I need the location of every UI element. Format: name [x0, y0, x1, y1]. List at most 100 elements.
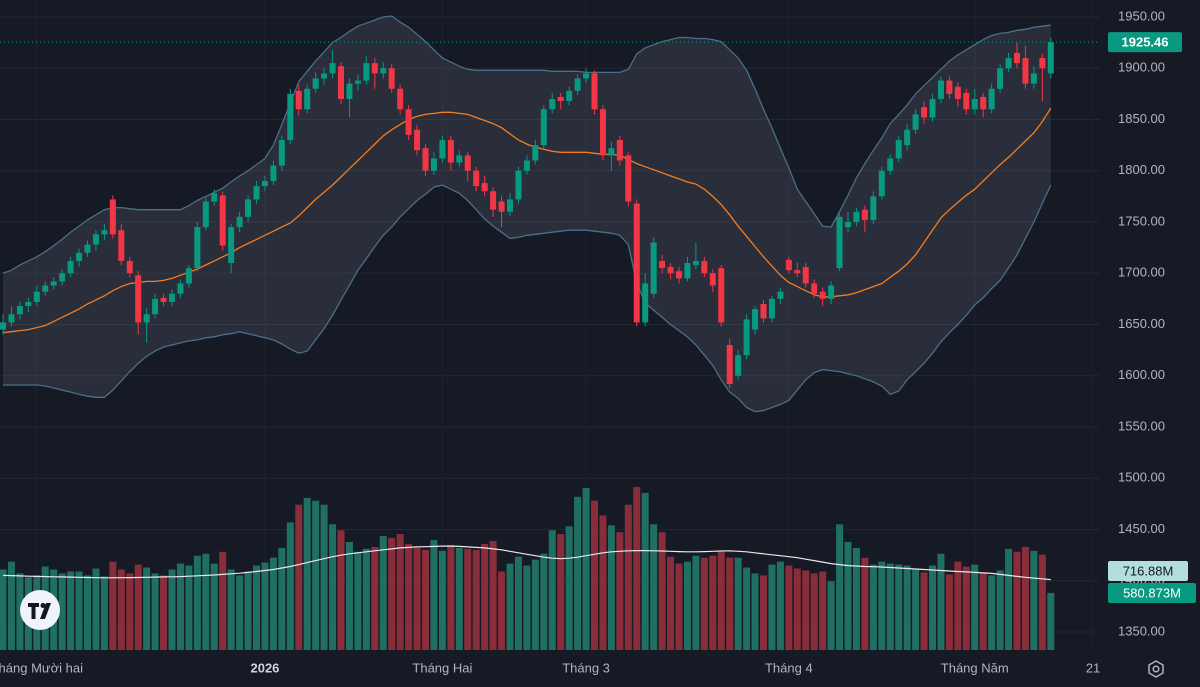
candle-body: [50, 281, 57, 286]
candle-body: [963, 92, 970, 110]
volume-bar: [100, 576, 108, 650]
y-tick-label: 1950.00: [1118, 8, 1165, 23]
candle-body: [304, 88, 311, 110]
volume-bar: [185, 565, 193, 650]
volume-bar: [67, 571, 75, 650]
volume-bar: [413, 547, 421, 650]
volume-ma-label: 716.88M: [1123, 563, 1174, 578]
volume-bar: [667, 556, 675, 650]
candle-body: [921, 107, 928, 118]
candle-body: [194, 227, 201, 269]
candle-body: [811, 283, 818, 294]
volume-bar: [1005, 548, 1013, 650]
candle-body: [160, 297, 167, 302]
candle-body: [642, 283, 649, 323]
volume-bar: [506, 563, 514, 650]
candle-body: [752, 309, 759, 330]
volume-bar: [160, 575, 168, 650]
candle-body: [523, 160, 530, 171]
x-tick-label: Tháng Mười hai: [0, 660, 83, 675]
band-upper-line: [2, 15, 1051, 274]
volume-label: 580.873M: [1123, 585, 1181, 600]
candle-body: [67, 260, 74, 274]
candle-body: [709, 273, 716, 286]
candle-body: [363, 63, 370, 81]
candle-body: [447, 140, 454, 163]
volume-bar: [844, 541, 852, 650]
candle-body: [33, 291, 40, 302]
candle-body: [211, 193, 218, 202]
volume-bar: [869, 564, 877, 650]
band-middle-line: [2, 107, 1052, 334]
candle-body: [329, 63, 336, 74]
candle-body: [177, 283, 184, 294]
volume-bar: [768, 564, 776, 650]
volume-bar: [312, 500, 320, 650]
volume-bar: [514, 556, 522, 650]
y-tick-label: 1700.00: [1118, 265, 1165, 280]
candle-body: [870, 196, 877, 220]
candle-body: [118, 230, 125, 261]
volume-bar: [143, 567, 151, 650]
candle-body: [718, 268, 725, 323]
candle-body: [422, 148, 429, 171]
candle-body: [42, 285, 49, 292]
candle-body: [1039, 58, 1046, 69]
volume-bar: [709, 555, 717, 650]
volume-bar: [641, 492, 649, 650]
volume-bar: [810, 573, 818, 650]
volume-bar: [920, 572, 928, 650]
volume-bar: [75, 571, 83, 650]
volume-bar: [633, 487, 641, 650]
candle-body: [126, 260, 133, 274]
y-tick-label: 1900.00: [1118, 60, 1165, 75]
candle-body: [219, 195, 226, 246]
volume-bar: [979, 572, 987, 650]
volume-bar: [760, 575, 767, 650]
volume-bar: [700, 557, 708, 650]
candle-body: [253, 186, 260, 200]
volume-bar: [523, 565, 531, 650]
grid: [0, 16, 1100, 633]
volume-bar: [320, 504, 328, 650]
volume-bar: [776, 561, 784, 650]
x-tick-label: Tháng Hai: [412, 660, 472, 675]
y-tick-label: 1750.00: [1118, 213, 1165, 228]
candle-body: [549, 99, 556, 110]
candle-body: [228, 227, 235, 263]
candle-body: [456, 155, 463, 163]
candle-body: [802, 267, 809, 284]
volume-bar: [852, 547, 860, 650]
volume-bar: [1021, 546, 1029, 650]
candle-body: [616, 140, 623, 161]
candle-body: [245, 199, 252, 217]
y-tick-label: 1450.00: [1118, 521, 1165, 536]
candle-body: [574, 78, 581, 91]
logo-mark: [28, 603, 39, 619]
settings-icon[interactable]: [1148, 660, 1164, 678]
volume-bar: [591, 500, 598, 650]
candle-body: [143, 314, 150, 323]
volume-bar: [498, 571, 506, 650]
candle-body: [853, 211, 860, 222]
volume-bar: [540, 553, 548, 650]
candle-body: [946, 80, 953, 94]
volume-bar: [134, 564, 142, 650]
volume-bar: [16, 573, 24, 650]
volume-bar: [675, 563, 683, 650]
candle-body: [1047, 42, 1054, 74]
volume-bar: [286, 522, 294, 650]
volume-bar: [937, 553, 945, 650]
logo-circle: [20, 590, 60, 630]
volume-bar: [176, 563, 184, 650]
y-tick-label: 1500.00: [1118, 470, 1165, 485]
volume-bar: [1030, 550, 1038, 650]
volume-bar: [624, 504, 632, 650]
volume-bar: [751, 573, 759, 650]
volume-box: [1108, 582, 1196, 603]
candle-body: [371, 63, 378, 74]
candle-body: [25, 301, 32, 307]
volume-bar: [827, 581, 835, 650]
volume-bar: [379, 536, 387, 650]
volume-bar: [329, 524, 337, 650]
